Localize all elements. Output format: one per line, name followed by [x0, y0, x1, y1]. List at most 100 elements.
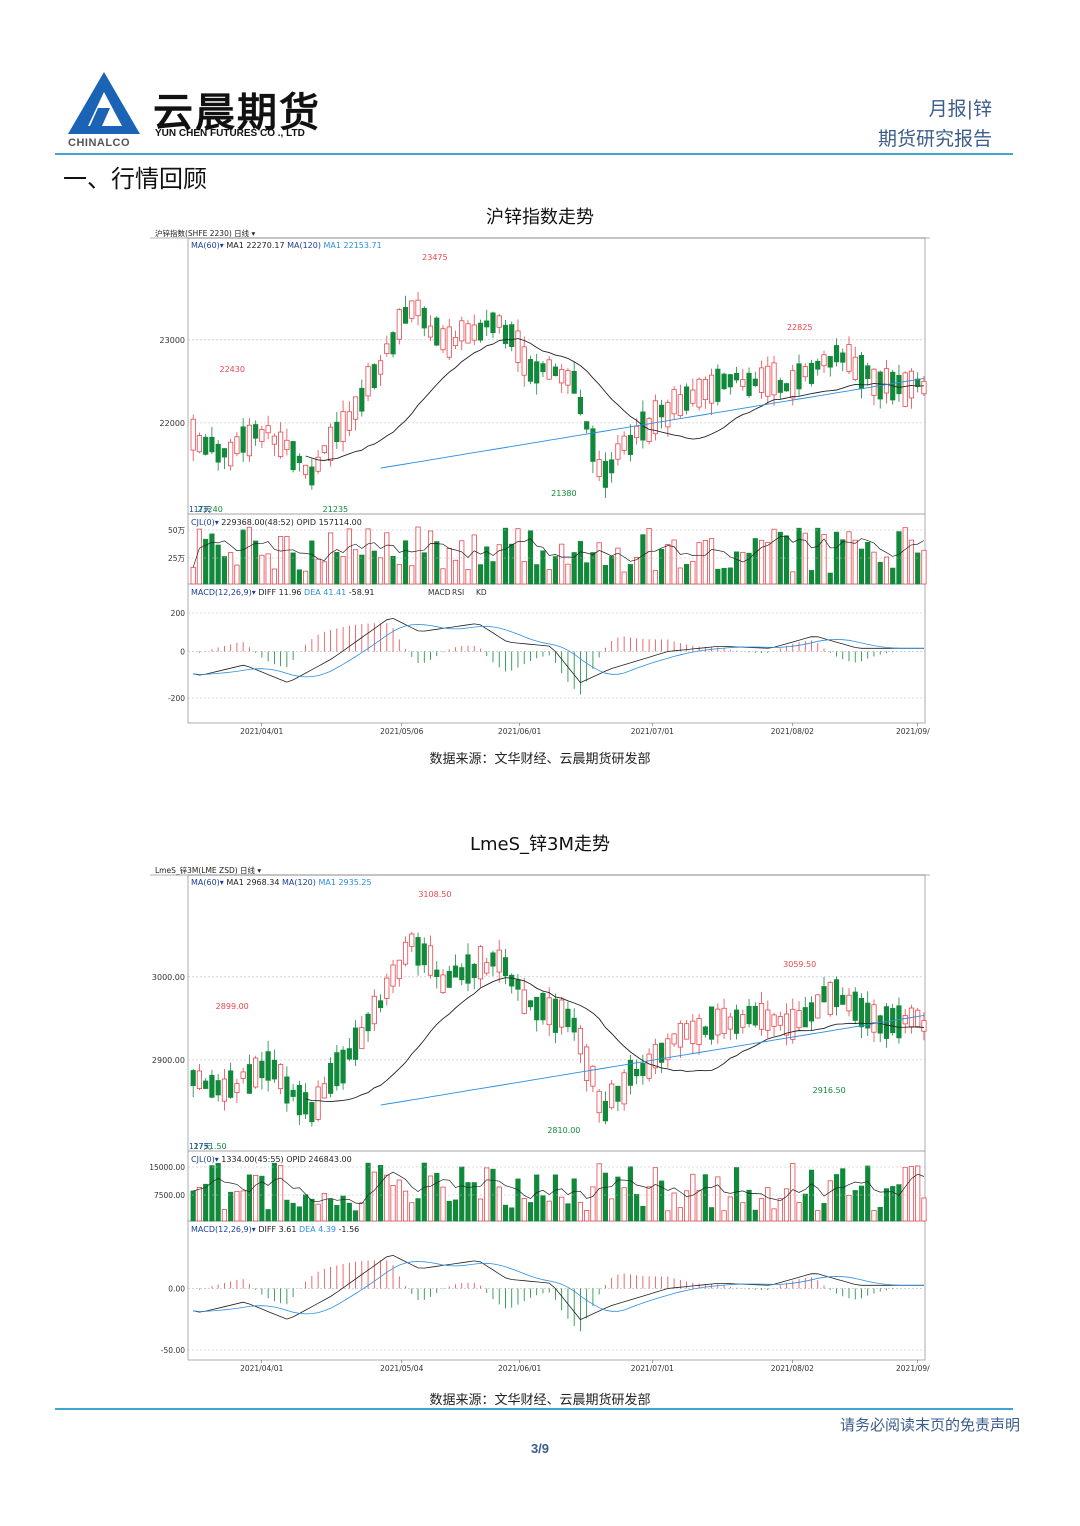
- chart1-volume-bar: [921, 549, 927, 585]
- chart1-annotation-low2: 21235: [323, 505, 348, 514]
- chart1-candle: [627, 435, 633, 455]
- chart2-candle: [215, 1080, 221, 1096]
- chart2-candle: [696, 1018, 702, 1045]
- chart1-volume-bar: [871, 551, 877, 585]
- chart1-candle: [546, 359, 552, 380]
- chart2-candle: [577, 1028, 584, 1055]
- chart2-volume-bar: [477, 1198, 484, 1222]
- chart1-volume-bar: [509, 543, 515, 585]
- chart2-candle: [309, 1102, 315, 1123]
- chart2-volume-bar: [652, 1167, 658, 1222]
- chart1-volume-bar: [915, 552, 921, 585]
- chart2-volume-bar: [796, 1202, 802, 1222]
- chart2-volume-bar: [240, 1190, 246, 1222]
- chart2-volume-bar: [228, 1191, 234, 1222]
- chart1-volume-bar: [790, 571, 796, 585]
- chart1-header-label: 沪锌指数(SHFE 2230) 日线 ▾: [155, 228, 256, 238]
- chart2-volume-bar: [746, 1189, 752, 1222]
- chart2-volume-bar: [484, 1167, 490, 1222]
- chart2-candle: [352, 1027, 359, 1060]
- disclaimer-link[interactable]: 请务必阅读末页的免责声明: [839, 1416, 1020, 1434]
- chart2-volume-bar: [315, 1203, 321, 1222]
- chart2-volume-bar: [877, 1206, 883, 1222]
- chart1-volume-bar: [427, 530, 434, 585]
- chart1-candle: [727, 374, 733, 388]
- chart2-date-label: 2021/09/01: [896, 1364, 930, 1373]
- chart1-title: 沪锌指数走势: [486, 207, 594, 228]
- chart2-candle: [627, 1059, 633, 1086]
- chart1-volume-bar: [521, 561, 527, 585]
- chart2-candle: [677, 1022, 683, 1048]
- chart2-candle: [246, 1064, 252, 1094]
- chart1-dea-line: [193, 624, 924, 678]
- chart2-macd-tick: -50.00: [161, 1346, 185, 1355]
- chart2-candle: [209, 1074, 215, 1098]
- chart2-volume-bar: [690, 1173, 696, 1222]
- chart1-candle: [253, 424, 259, 439]
- chart2-annotation-right-high: 3059.50: [783, 960, 816, 969]
- chart2-volume-bar: [833, 1174, 840, 1222]
- chart2-candle: [371, 995, 377, 1025]
- chart2-volume-bar: [328, 1198, 334, 1222]
- chart1-candle: [596, 459, 602, 477]
- chart1-candle: [315, 456, 321, 472]
- chart1-volume-bar: [758, 539, 765, 585]
- chart2-volume-bar: [196, 1187, 203, 1222]
- chart1-candle: [896, 375, 902, 395]
- chart2-volume-bar: [565, 1203, 571, 1222]
- chart2-candle: [303, 1092, 309, 1115]
- chart1-candle: [840, 352, 846, 363]
- chart2-volume-bar: [846, 1195, 852, 1222]
- chart2-candle: [521, 989, 527, 1014]
- chart2-candle: [440, 974, 446, 993]
- brand-name: CHINALCO: [68, 137, 131, 149]
- chart2-candle: [415, 937, 421, 966]
- chart1-volume-bar: [365, 528, 371, 585]
- chart2-candle: [827, 982, 833, 1016]
- chart2-candle: [509, 974, 515, 987]
- chart1-volume-bar: [721, 567, 727, 585]
- chart1-candle: [902, 372, 908, 407]
- chart1-candle: [733, 372, 740, 381]
- chart1-volume-bar: [852, 539, 858, 585]
- company-name: 云晨期货: [153, 90, 321, 136]
- macd-tab-rsi: RSI: [452, 588, 464, 597]
- chart2-candle: [665, 1038, 671, 1061]
- chart2-volume-bar: [602, 1172, 608, 1222]
- chart2-vol-legend: CJL(0)▾ 1334.00(45:55) OPID 246843.00: [191, 1155, 352, 1164]
- chart1-candle: [471, 324, 477, 341]
- chart2-volume-bar: [234, 1190, 240, 1222]
- chart1-volume-bar: [477, 564, 484, 585]
- chart1-candle: [577, 396, 584, 415]
- chart2-candle: [921, 1020, 927, 1032]
- chart2-volume-bar: [346, 1202, 352, 1222]
- chart1-candle: [265, 425, 271, 434]
- chart2-candle: [596, 1090, 602, 1114]
- chart1-volume-bar: [665, 544, 671, 585]
- chart1-macd-tick: 200: [171, 609, 186, 618]
- chart2-volume-bar: [771, 1208, 777, 1222]
- chart1-candle: [758, 367, 765, 393]
- chart2-volume-bar: [546, 1200, 552, 1222]
- chart2-volume-bar: [727, 1196, 733, 1222]
- chart2-candle: [190, 1070, 196, 1087]
- chart1-candle: [652, 400, 658, 435]
- chart1-candle: [409, 300, 415, 319]
- chart1-candle: [821, 354, 827, 367]
- chart2-candle: [278, 1064, 284, 1090]
- chart1-candle: [871, 368, 877, 396]
- chart1-volume-bar: [246, 526, 252, 585]
- chart2-candle: [646, 1053, 652, 1079]
- chart2-candle: [840, 994, 846, 1005]
- macd-tab-macd: MACD: [428, 588, 451, 597]
- chart1-candle: [771, 362, 777, 396]
- chart2-volume-bar: [396, 1179, 402, 1222]
- chart2-volume-bar: [359, 1202, 365, 1222]
- chart1-candle: [852, 356, 858, 381]
- chart2-volume-bar: [646, 1186, 652, 1222]
- chart2-candle: [752, 1006, 758, 1026]
- chart1-volume-bar: [359, 554, 365, 585]
- chart1-days-label: 117天: [189, 505, 211, 514]
- chart1-frame: [187, 237, 926, 724]
- chart1-ma60-line: [305, 338, 924, 461]
